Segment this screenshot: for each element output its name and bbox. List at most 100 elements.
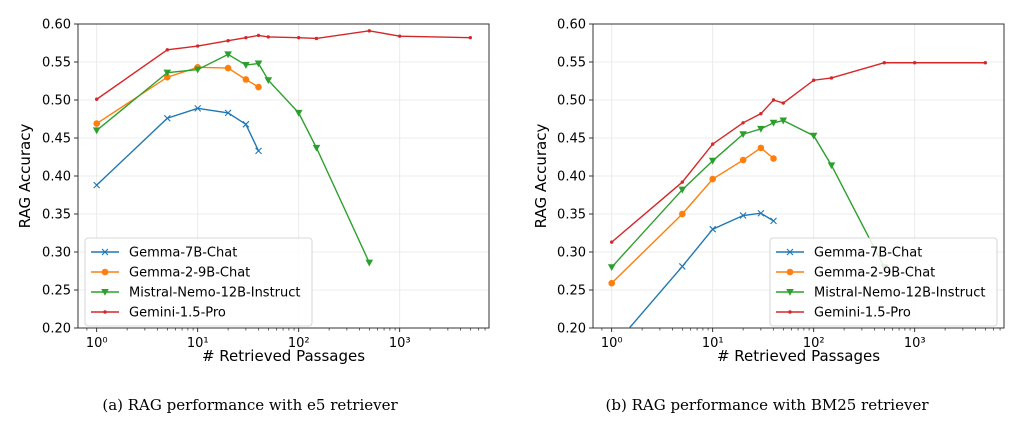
chart-b: 0.20 0.25 0.30 0.35 0.40 0.45 0.50 0.55 0.60 10⁰ 1… [532,18,1005,414]
data-point-dot-marker [610,240,614,244]
legend-item: Gemini-1.5-Pro [776,306,911,321]
data-point-triangle-marker [224,51,232,59]
data-point-circle-marker [242,76,250,83]
y-tick-label: 0.55 [42,56,71,71]
data-point-dot-marker [398,34,402,38]
legend-item: Mistral-Nemo-12B-Instruct [776,286,986,301]
data-point-triangle-marker [254,60,263,68]
y-tick-label: 0.25 [42,284,71,299]
data-point-circle-marker [678,210,686,218]
data-point-circle-marker [224,64,232,72]
y-tick-label: 0.30 [557,246,586,261]
data-point-x-marker [224,109,232,117]
data-point-circle-marker [93,120,100,127]
axes-frame [592,23,1005,329]
y-tick-label: 0.50 [42,94,71,109]
data-point-circle-marker [739,156,747,164]
data-point-triangle-marker [193,66,202,74]
y-tick-label: 0.20 [42,322,71,337]
chart-a: 0.20 0.25 0.30 0.35 0.40 0.45 0.50 0.55 0.60 10⁰ 1… [16,18,490,414]
data-point-x-marker [739,212,747,219]
data-point-dot-marker [983,61,987,65]
y-tick-label: 0.60 [42,18,71,33]
legend-label: Gemma-2-9B-Chat [814,266,935,281]
legend-label: Gemma-7B-Chat [129,246,237,261]
data-point-x-marker [255,147,262,155]
x-axis-label: # Retrieved Passages [717,347,880,365]
data-point-circle-marker [163,73,171,81]
data-point-x-marker [786,248,794,256]
data-point-dot-marker [711,142,715,146]
data-point-circle-marker [709,175,716,183]
data-point-triangle-marker [101,289,109,296]
series-gemma-2-9b-chat [93,64,262,127]
data-point-x-marker [194,104,202,112]
data-point-triangle-marker [678,186,687,194]
data-point-triangle-marker [365,259,374,267]
data-point-x-marker [242,120,250,128]
data-point-triangle-marker [264,77,273,85]
data-point-x-marker [757,209,765,217]
data-point-triangle-marker [786,289,794,296]
data-point-dot-marker [812,78,816,82]
data-point-dot-marker [165,48,169,52]
data-point-dot-marker [297,35,301,40]
data-point-dot-marker [771,98,776,102]
series-line [96,30,471,100]
x-tick-label: 10² [803,336,825,351]
data-point-x-marker [678,263,686,270]
legend-label: Gemini-1.5-Pro [129,306,226,321]
series-line [611,119,885,268]
data-point-dot-marker [680,180,684,184]
data-point-triangle-marker [294,109,303,117]
x-tick-label: 10² [288,336,310,351]
data-point-dot-marker [196,44,200,48]
y-tick-label: 0.25 [557,284,586,299]
data-point-circle-marker [255,83,262,91]
x-axis-label: # Retrieved Passages [202,347,365,365]
legend-item: Gemini-1.5-Pro [91,306,226,321]
series-gemini-1-5-pro [610,61,987,244]
series-gemma-7b-chat [93,104,262,189]
y-axis-label: RAG Accuracy [16,124,34,229]
y-tick-label: 0.45 [557,132,586,147]
series-mistral-nemo-12b-instruct [92,51,374,267]
series-line [628,212,774,328]
x-tick-label: 10³ [389,336,411,351]
data-point-triangle-marker [757,125,765,133]
data-point-dot-marker [244,35,248,40]
data-point-triangle-marker [92,127,101,135]
series-gemma-7b-chat [628,209,777,328]
x-tick-label: 10³ [904,336,926,351]
data-point-circle-marker [770,155,777,162]
legend-box [84,237,313,327]
data-point-dot-marker [367,29,371,33]
data-point-dot-marker [829,76,834,80]
data-point-x-marker [163,114,171,122]
data-point-dot-marker [226,39,230,43]
data-point-circle-marker [608,279,615,287]
y-tick-label: 0.35 [557,208,586,223]
data-point-x-marker [709,225,717,233]
series-line [96,53,370,263]
plot-area [92,29,472,267]
data-point-dot-marker [759,111,763,116]
data-point-dot-marker [314,36,319,41]
legend: Gemma-7B-Chat Gemma-2-9B-Chat Mistral-Nemo… [84,237,313,327]
figure-caption: (b) RAG performance with BM25 retriever [606,396,930,414]
y-tick-label: 0.55 [557,56,586,71]
legend-item: Gemma-7B-Chat [91,246,237,261]
x-tick-label: 10¹ [187,336,209,351]
data-point-triangle-marker [607,264,616,271]
legend-label: Gemma-7B-Chat [814,246,922,261]
data-point-triangle-marker [809,132,818,140]
y-tick-label: 0.60 [557,18,586,33]
data-point-dot-marker [788,310,792,314]
legend-label: Gemma-2-9B-Chat [129,266,250,281]
y-axis-label: RAG Accuracy [532,124,550,229]
data-point-x-marker [770,217,777,225]
figure-caption: (a) RAG performance with e5 retriever [102,396,398,414]
data-point-dot-marker [882,61,886,65]
legend-label: Gemini-1.5-Pro [814,306,911,321]
